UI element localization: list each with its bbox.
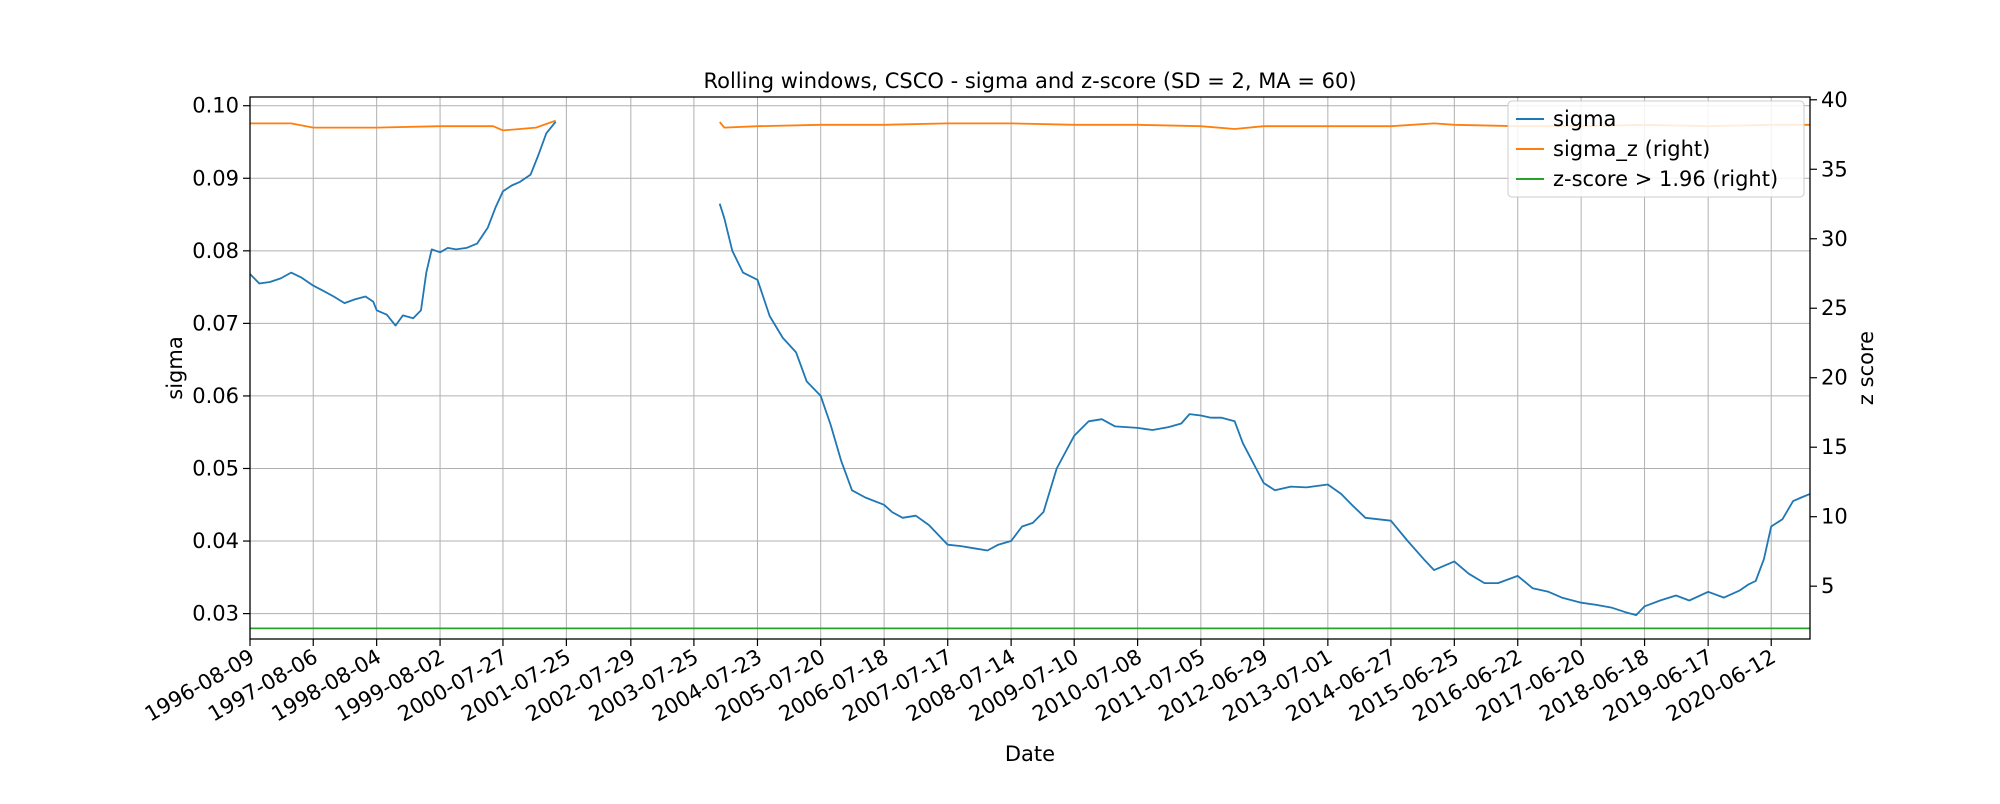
chart-title: Rolling windows, CSCO - sigma and z-scor… — [703, 69, 1356, 93]
series-line-sigma — [718, 203, 1811, 616]
y-axis-left: 0.03 0.04 0.05 0.06 0.07 0.08 0.09 0.10 — [192, 94, 250, 626]
grid — [249, 97, 1810, 639]
y-axis-right: 5 10 15 20 25 30 35 40 — [1810, 88, 1848, 598]
y-axis-label: sigma — [163, 336, 187, 399]
y-tick-label: 0.09 — [192, 166, 239, 190]
y-tick-label: 0.10 — [192, 94, 239, 118]
y2-tick-label: 25 — [1821, 296, 1848, 320]
legend-box — [1507, 100, 1805, 198]
legend-label: sigma — [1553, 107, 1616, 131]
y-tick-label: 0.08 — [192, 239, 239, 263]
y-tick-label: 0.04 — [192, 529, 239, 553]
y-tick-label: 0.05 — [192, 456, 239, 480]
y-tick-label: 0.07 — [192, 311, 239, 335]
legend-label: sigma_z (right) — [1553, 137, 1710, 162]
series-line-sigma — [249, 121, 557, 327]
y2-tick-label: 35 — [1821, 157, 1848, 181]
y2-tick-label: 5 — [1821, 574, 1834, 598]
x-axis: 1996-08-091997-08-061998-08-041999-08-02… — [141, 639, 1780, 726]
y-tick-label: 0.03 — [192, 602, 239, 626]
y2-tick-label: 20 — [1821, 366, 1848, 390]
y2-tick-label: 10 — [1821, 505, 1848, 529]
y-tick-label: 0.06 — [192, 384, 239, 408]
legend-label: z-score > 1.96 (right) — [1553, 167, 1778, 191]
y2-tick-label: 15 — [1821, 435, 1848, 459]
x-axis-label: Date — [1005, 742, 1055, 766]
series-line-sigma-z-right — [250, 119, 557, 132]
y2-tick-label: 40 — [1821, 88, 1848, 112]
y2-tick-label: 30 — [1821, 227, 1848, 251]
plot-frame — [249, 96, 1811, 640]
legend: sigma sigma_z (right) z-score > 1.96 (righ… — [1507, 100, 1805, 198]
y2-axis-label: z score — [1854, 331, 1878, 405]
